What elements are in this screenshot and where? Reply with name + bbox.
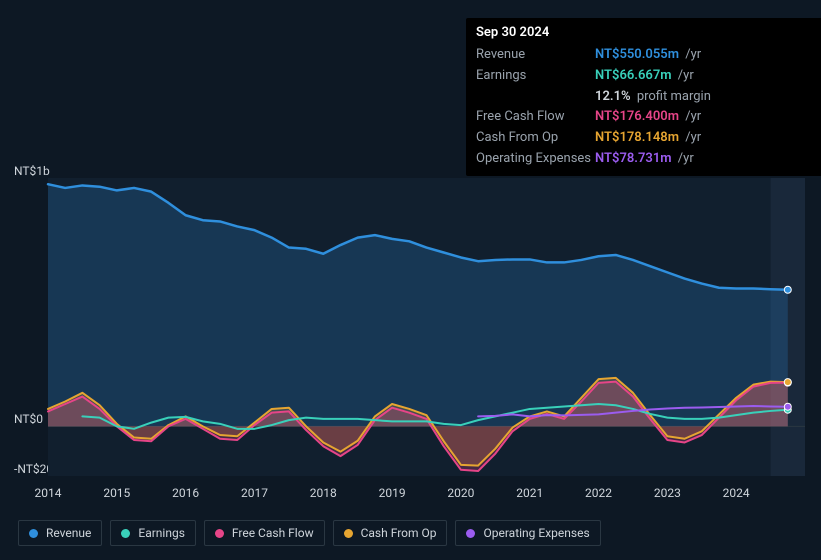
finance-chart-panel: Sep 30 2024 RevenueNT$550.055m /yrEarnin… [0, 0, 821, 560]
legend-dot-icon [121, 529, 130, 538]
x-axis-label: 2017 [241, 486, 268, 500]
legend-item-cfo[interactable]: Cash From Op [333, 520, 448, 546]
legend-label: Operating Expenses [483, 526, 589, 540]
legend-item-earnings[interactable]: Earnings [110, 520, 196, 546]
legend-dot-icon [466, 529, 475, 538]
legend-dot-icon [29, 529, 38, 538]
legend-dot-icon [215, 529, 224, 538]
x-axis-label: 2020 [447, 486, 474, 500]
legend-item-opex[interactable]: Operating Expenses [455, 520, 600, 546]
legend-label: Cash From Op [361, 526, 437, 540]
legend-dot-icon [344, 529, 353, 538]
x-axis-label: 2024 [723, 486, 750, 500]
x-axis-label: 2018 [310, 486, 337, 500]
x-axis-label: 2019 [379, 486, 406, 500]
legend-label: Revenue [46, 526, 91, 540]
x-axis-label: 2022 [585, 486, 612, 500]
x-axis-label: 2014 [35, 486, 62, 500]
x-axis-label: 2021 [516, 486, 543, 500]
x-axis-label: 2023 [654, 486, 681, 500]
legend-label: Earnings [138, 526, 185, 540]
chart-plot[interactable] [0, 0, 821, 560]
legend-item-revenue[interactable]: Revenue [18, 520, 102, 546]
x-axis-label: 2015 [103, 486, 130, 500]
legend-label: Free Cash Flow [232, 526, 314, 540]
x-axis-label: 2016 [172, 486, 199, 500]
legend-item-fcf[interactable]: Free Cash Flow [204, 520, 325, 546]
legend: Revenue Earnings Free Cash Flow Cash From O… [18, 520, 601, 546]
